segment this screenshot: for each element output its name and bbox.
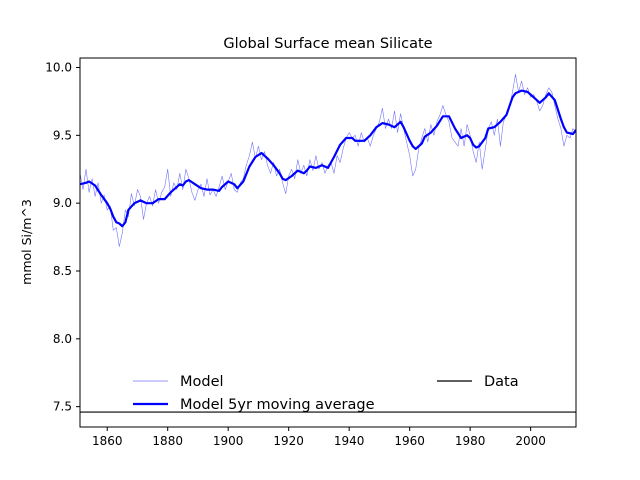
series-group: [80, 74, 576, 413]
y-tick-label: 10.0: [45, 60, 72, 74]
legend-item: Model 5yr moving average: [133, 397, 375, 413]
x-tick-label: 1960: [394, 434, 425, 448]
y-tick-label: 9.0: [53, 196, 72, 210]
y-tick-label: 8.0: [53, 332, 72, 346]
y-tick-label: 8.5: [53, 264, 72, 278]
legend-item: Data: [437, 374, 519, 390]
plot-area: [80, 74, 576, 413]
axes: 1860 1880 1900 1920 1940 1960 1980 2000 7.5 8.0 8.…: [45, 57, 577, 448]
x-tick-label: 1860: [92, 434, 123, 448]
x-tick-label: 1920: [273, 434, 304, 448]
chart-title: Global Surface mean Silicate: [223, 36, 432, 52]
legend-label: Model 5yr moving average: [180, 397, 375, 413]
legend: Model Model 5yr moving average Data: [133, 374, 519, 413]
axes-frame: [79, 57, 577, 428]
legend-item: Model: [133, 374, 224, 390]
y-tick-label: 9.5: [53, 128, 72, 142]
x-tick-label: 1940: [334, 434, 365, 448]
y-axis-label: mmol Si/m^3: [19, 199, 34, 285]
x-tick-label: 2000: [515, 434, 546, 448]
x-tick-label: 1980: [455, 434, 486, 448]
legend-label: Model: [180, 374, 224, 390]
model-line: [80, 74, 576, 247]
y-tick-label: 7.5: [53, 400, 72, 414]
x-tick-label: 1900: [213, 434, 244, 448]
legend-label: Data: [484, 374, 519, 390]
x-tick-label: 1880: [152, 434, 183, 448]
moving-average-line: [80, 89, 576, 228]
